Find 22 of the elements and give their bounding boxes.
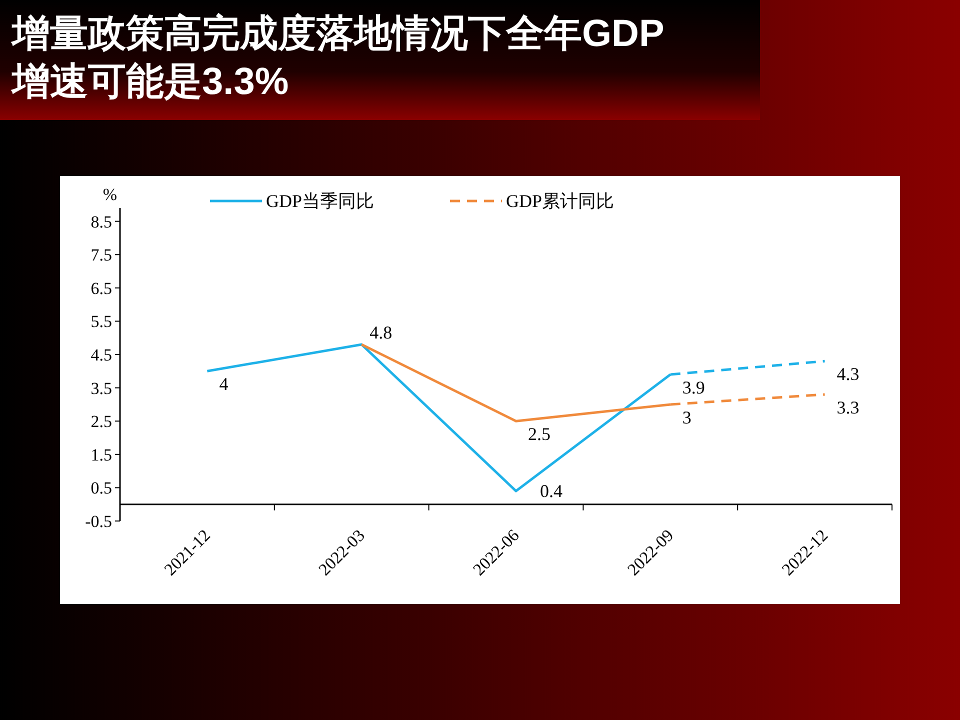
legend-label: GDP当季同比	[266, 191, 374, 211]
data-label: 4.3	[836, 364, 860, 384]
data-label: 2.5	[528, 424, 550, 444]
y-tick-label: 7.5	[90, 246, 112, 265]
y-tick-label: 4.5	[90, 346, 112, 365]
y-tick-label: 8.5	[90, 212, 112, 232]
y-tick-label: 3.5	[90, 378, 112, 398]
legend-label: GDP累计同比	[506, 191, 614, 211]
y-tick-label: 6.5	[90, 278, 112, 298]
y-tick-label: 2.5	[90, 412, 112, 432]
y-tick-label: -0.5	[85, 512, 112, 531]
y-tick-label: 5.5	[90, 312, 112, 332]
y-tick-label: 0.5	[90, 478, 112, 498]
data-label: 3.9	[682, 377, 705, 398]
data-label: 3.3	[836, 397, 860, 418]
data-label: 3	[682, 407, 692, 428]
chart-title: 增量政策高完成度落地情况下全年GDP增速可能是3.3%	[12, 12, 666, 105]
data-label: 4.8	[370, 322, 392, 343]
data-label: 0.4	[540, 481, 562, 502]
y-axis-title: %	[102, 185, 118, 204]
y-tick-label: 1.5	[90, 445, 112, 464]
data-label: 4	[219, 374, 228, 394]
